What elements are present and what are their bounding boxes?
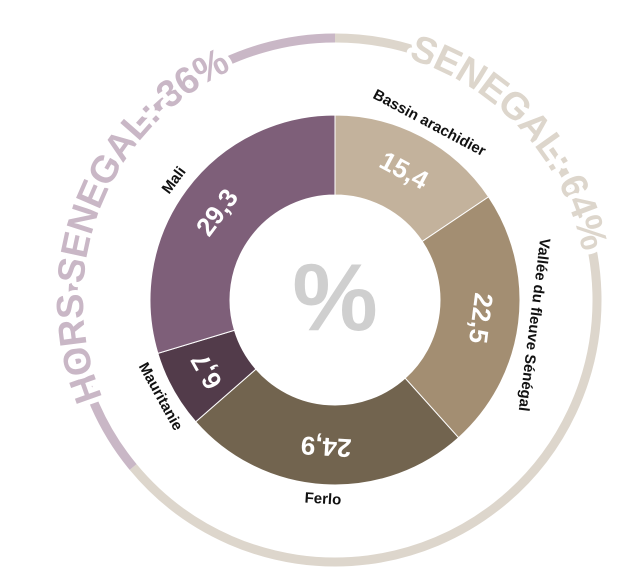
center-label: % xyxy=(292,244,377,351)
category-label: Vallée du fleuve Sénégal xyxy=(515,237,553,412)
value-label: 22,5 xyxy=(463,291,499,345)
group-ring xyxy=(68,33,336,470)
value-label: 24,9 xyxy=(300,430,352,463)
donut-slice xyxy=(195,368,460,486)
category-label: Ferlo xyxy=(304,490,342,509)
group-ring xyxy=(129,33,602,567)
donut-slice xyxy=(149,114,336,354)
donut-slice xyxy=(404,196,521,439)
